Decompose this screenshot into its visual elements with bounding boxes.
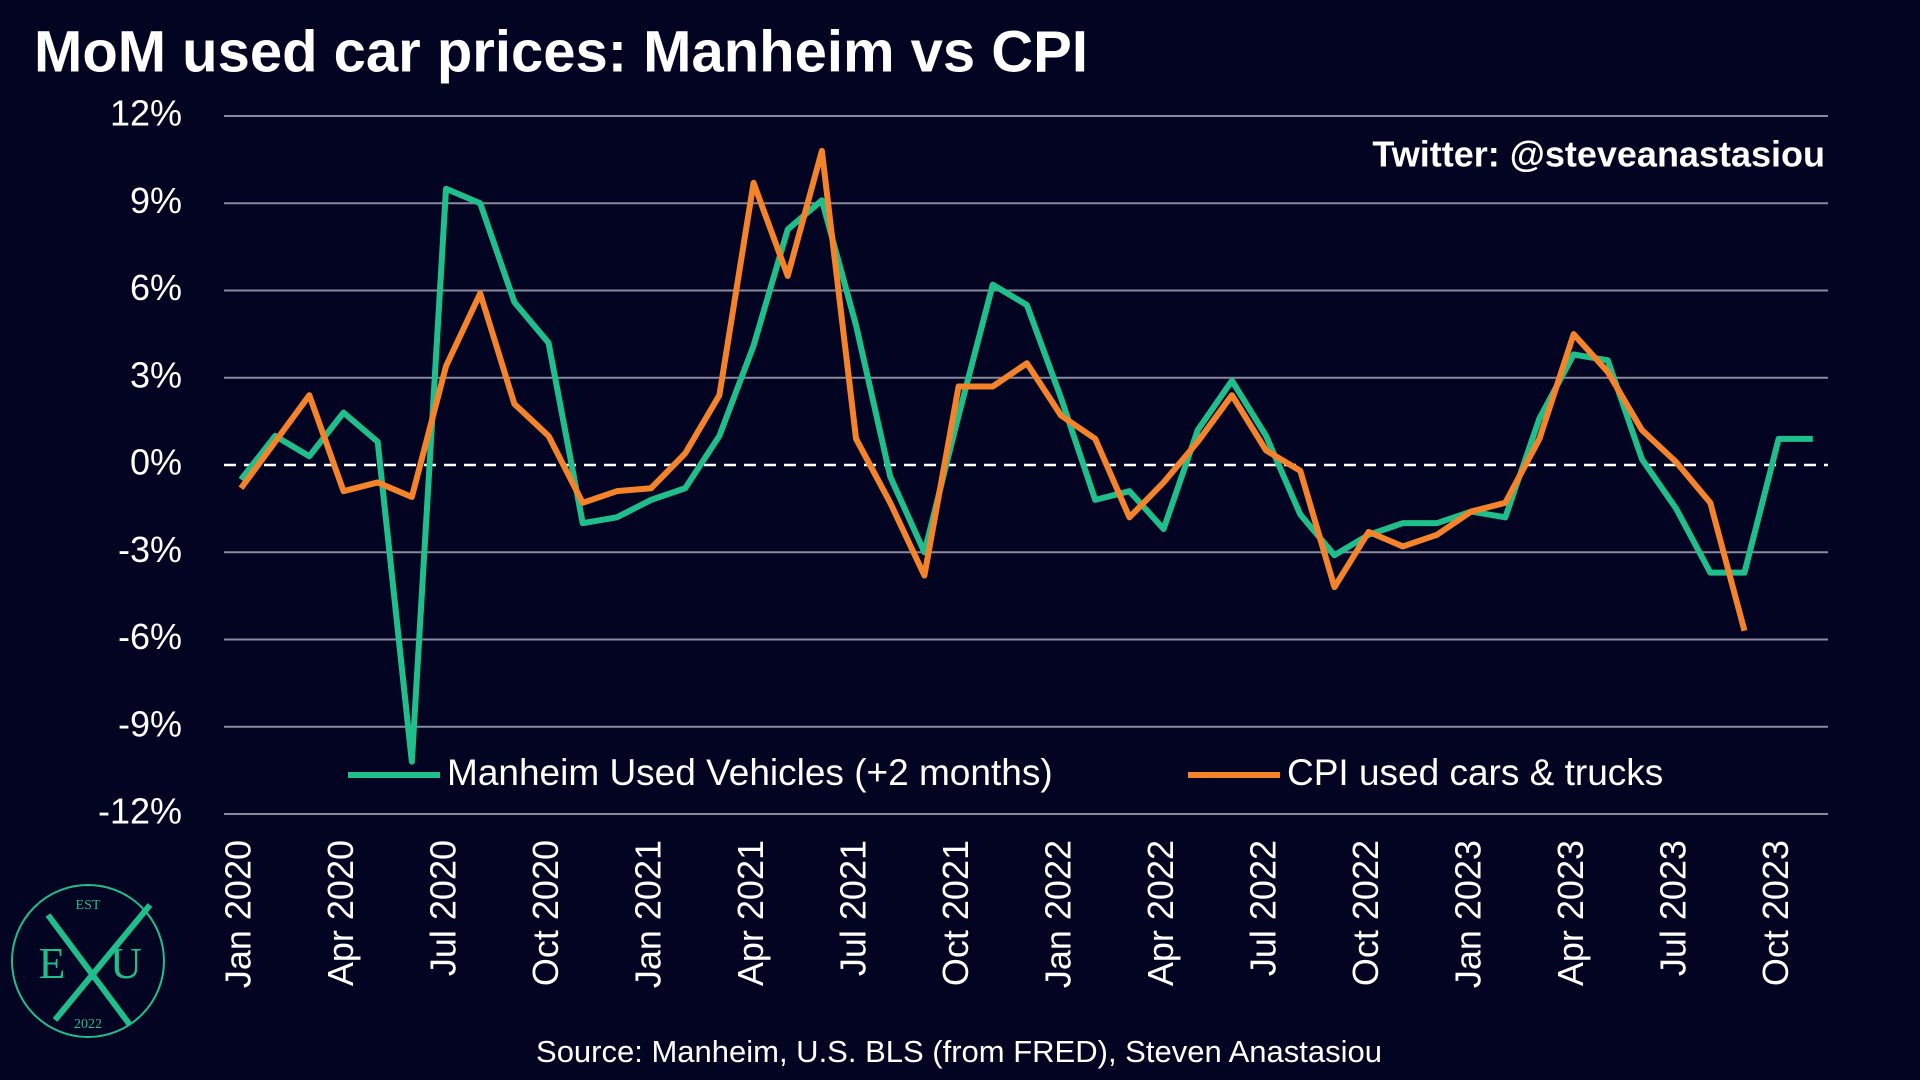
x-tick-label: Oct 2020 (525, 840, 566, 986)
x-tick-label: Jul 2021 (833, 840, 874, 976)
legend-label: Manheim Used Vehicles (+2 months) (447, 752, 1053, 793)
x-tick-label: Jul 2022 (1243, 840, 1284, 976)
x-tick-label: Apr 2020 (320, 840, 361, 986)
x-tick-label: Jul 2023 (1653, 840, 1694, 976)
logo-text: EST (76, 898, 101, 913)
logo-text: 2022 (74, 1017, 102, 1032)
legend-label: CPI used cars & trucks (1287, 752, 1663, 793)
logo-stroke (45, 913, 133, 1027)
y-tick-label: 3% (130, 354, 182, 395)
logo-stroke (52, 903, 153, 1022)
logo-text: U (110, 939, 142, 988)
x-tick-label: Oct 2023 (1755, 840, 1796, 986)
y-tick-label: -6% (118, 616, 182, 657)
x-tick-label: Apr 2021 (730, 840, 771, 986)
x-tick-label: Jan 2020 (218, 840, 259, 988)
source: Source: Manheim, U.S. BLS (from FRED), S… (536, 1034, 1382, 1069)
series-line (238, 147, 1748, 632)
x-tick-label: Apr 2022 (1140, 840, 1181, 986)
x-tick-label: Jan 2023 (1448, 840, 1489, 988)
x-tick-label: Jan 2022 (1038, 840, 1079, 988)
logo: EST E U 2022 (11, 884, 165, 1038)
x-tick-label: Oct 2021 (935, 840, 976, 986)
x-tick-label: Apr 2023 (1550, 840, 1591, 986)
y-tick-label: -12% (98, 791, 182, 832)
y-tick-label: 12% (110, 93, 182, 134)
y-tick-label: -9% (118, 703, 182, 744)
y-tick-label: 0% (130, 442, 182, 483)
chart-title: MoM used car prices: Manheim vs CPI (34, 19, 1088, 84)
logo-text: E (39, 939, 66, 988)
y-tick-label: 9% (130, 180, 182, 221)
y-tick-label: -3% (118, 529, 182, 570)
x-tick-label: Oct 2022 (1345, 840, 1386, 986)
y-tick-label: 6% (130, 267, 182, 308)
x-tick-label: Jan 2021 (628, 840, 669, 988)
annotation: Twitter: @steveanastasiou (1372, 134, 1825, 175)
logo-ring (11, 884, 165, 1038)
x-tick-label: Jul 2020 (423, 840, 464, 976)
